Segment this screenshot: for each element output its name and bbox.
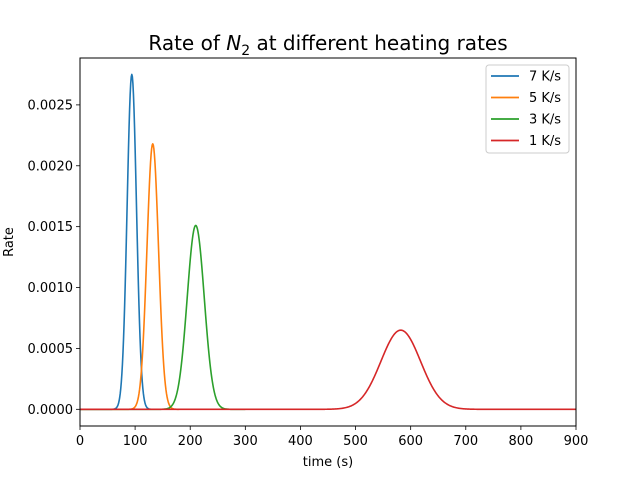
x-tick-label: 900: [564, 434, 589, 449]
y-tick-label: 0.0020: [28, 159, 74, 174]
legend: 7 K/s 5 K/s 3 K/s 1 K/s: [485, 64, 570, 154]
title-symbol: N: [226, 31, 241, 55]
x-tick-label: 500: [343, 434, 368, 449]
x-tick-label: 400: [288, 434, 313, 449]
y-tick-label: 0.0010: [28, 281, 74, 296]
title-suffix: at different heating rates: [250, 31, 508, 55]
y-tick-label: 0.0005: [28, 342, 74, 357]
legend-label: 5 K/s: [529, 91, 561, 106]
y-tick-label: 0.0025: [28, 98, 74, 113]
legend-frame: [485, 64, 570, 154]
y-tick-label: 0.0000: [28, 403, 74, 418]
y-tick-label: 0.0015: [28, 220, 74, 235]
legend-label: 7 K/s: [529, 70, 561, 85]
chart-title: Rate of N2 at different heating rates: [148, 31, 507, 59]
x-tick-label: 700: [453, 434, 478, 449]
x-axis: 0 100 200 300 400 500 600 700 800 900: [76, 426, 589, 449]
series-layer: [80, 73, 576, 411]
x-axis-label: time (s): [303, 455, 353, 470]
x-tick-label: 300: [233, 434, 258, 449]
legend-label: 3 K/s: [529, 113, 561, 128]
x-tick-label: 100: [123, 434, 148, 449]
title-prefix: Rate of: [148, 31, 226, 55]
y-axis-label: Rate: [2, 227, 17, 257]
x-tick-label: 0: [76, 434, 84, 449]
plot-frame: [79, 57, 577, 427]
y-axis: 0.0000 0.0005 0.0010 0.0015 0.0020 0.0025: [28, 98, 80, 418]
title-subscript: 2: [241, 43, 250, 59]
series-line-3: [80, 329, 576, 411]
legend-label: 1 K/s: [529, 134, 561, 149]
x-tick-label: 600: [398, 434, 423, 449]
x-tick-label: 200: [178, 434, 203, 449]
x-tick-label: 800: [508, 434, 533, 449]
